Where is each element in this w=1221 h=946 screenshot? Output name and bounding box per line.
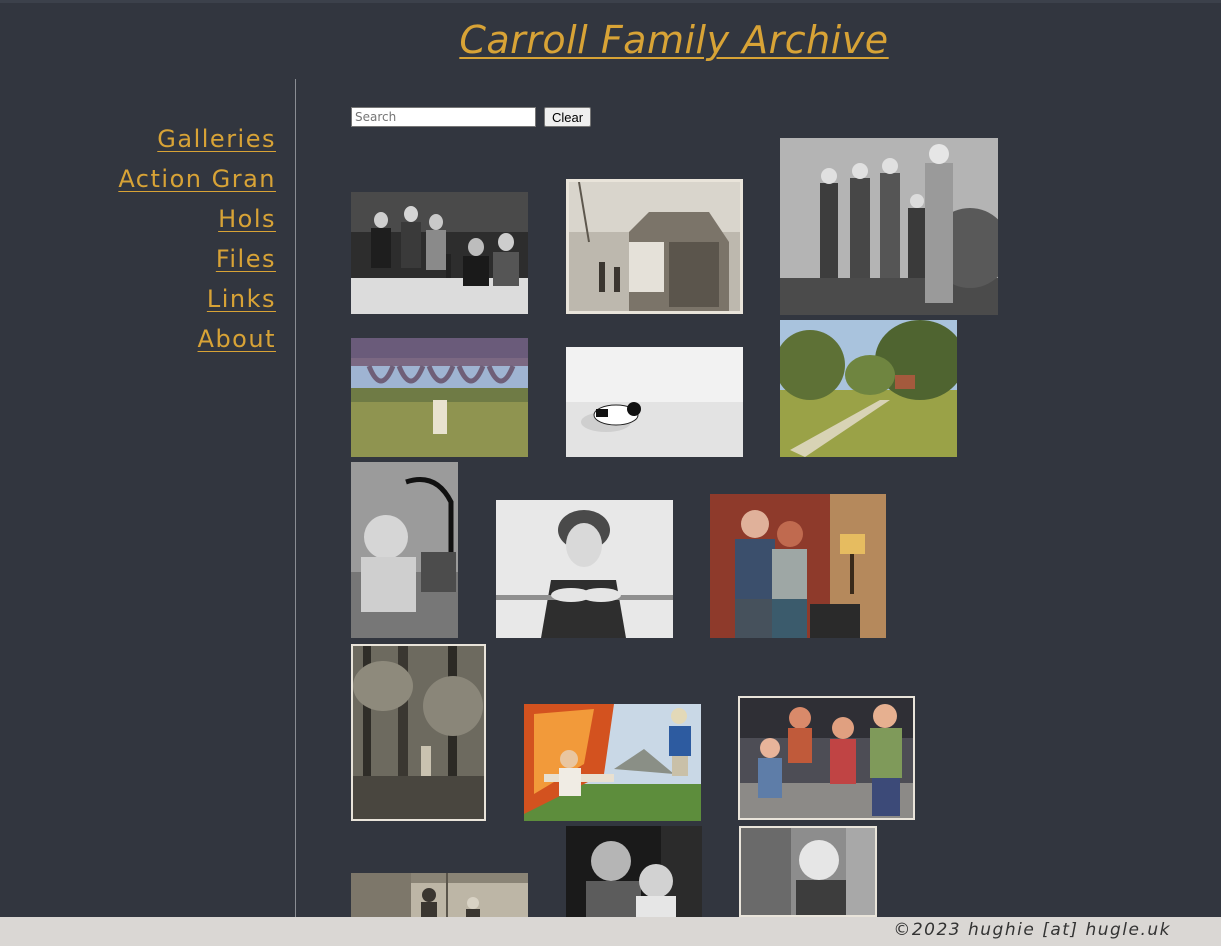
photo-thumbnail[interactable] <box>351 192 528 314</box>
photo-thumbnail[interactable] <box>780 320 957 457</box>
photo-thumbnail[interactable] <box>780 138 998 315</box>
top-border <box>0 0 1221 3</box>
photo-thumbnail[interactable] <box>351 644 486 821</box>
photo-thumbnail[interactable] <box>351 338 528 457</box>
photo-thumbnail[interactable] <box>710 494 886 638</box>
sidebar-divider <box>295 79 296 919</box>
photo-thumbnail[interactable] <box>566 347 743 457</box>
site-title[interactable]: Carroll Family Archive <box>459 18 889 62</box>
clear-button[interactable]: Clear <box>544 107 591 127</box>
search-input[interactable] <box>351 107 536 127</box>
nav-item-about[interactable]: About <box>197 325 276 353</box>
nav-item-links[interactable]: Links <box>206 285 276 313</box>
sidebar-nav: Galleries Action Gran Hols Files Links A… <box>0 122 276 362</box>
nav-item-galleries[interactable]: Galleries <box>157 125 276 153</box>
footer-copyright: ©2023 hughie [at] hugle.uk <box>893 920 1171 940</box>
photo-thumbnail[interactable] <box>524 704 701 821</box>
photo-thumbnail[interactable] <box>351 462 458 638</box>
photo-thumbnail[interactable] <box>351 873 528 917</box>
photo-thumbnail[interactable] <box>566 179 743 314</box>
photo-thumbnail[interactable] <box>496 500 673 638</box>
nav-item-files[interactable]: Files <box>215 245 276 273</box>
footer: ©2023 hughie [at] hugle.uk <box>0 917 1221 946</box>
photo-thumbnail[interactable] <box>738 696 915 820</box>
photo-thumbnail[interactable] <box>566 826 702 917</box>
photo-thumbnail[interactable] <box>739 826 877 917</box>
nav-item-action-gran[interactable]: Action Gran <box>118 165 276 193</box>
nav-item-hols[interactable]: Hols <box>218 205 276 233</box>
